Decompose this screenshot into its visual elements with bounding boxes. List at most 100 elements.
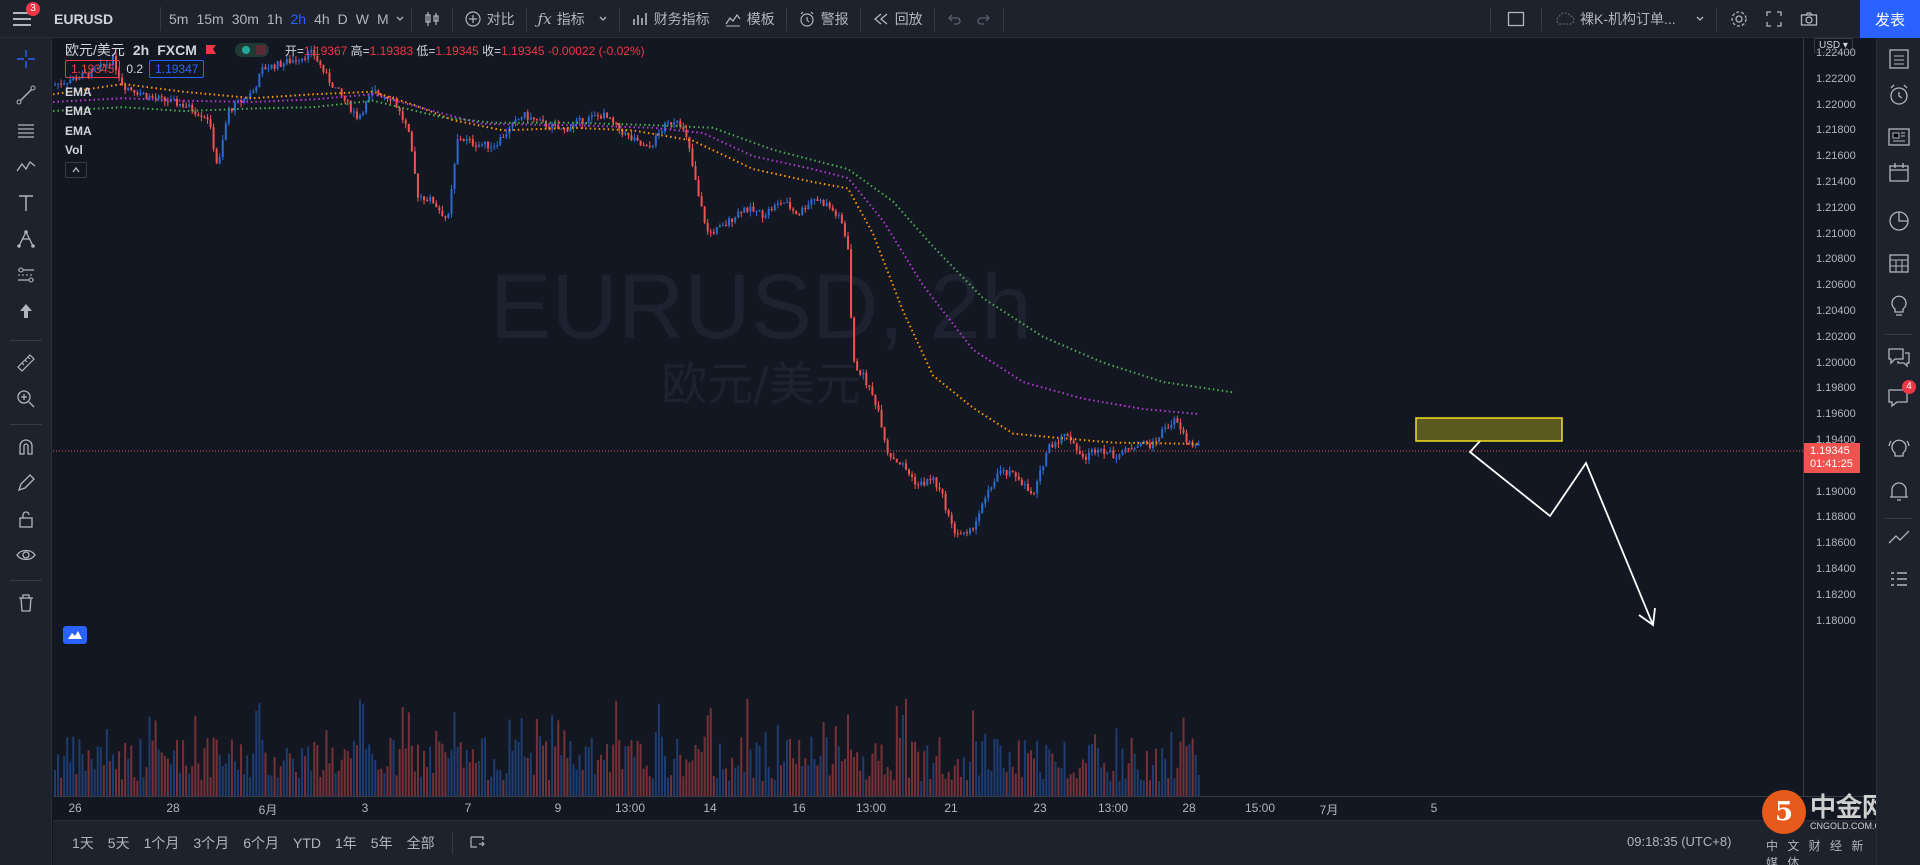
calendar-button[interactable] xyxy=(1886,160,1912,186)
replay-button[interactable]: 回放 xyxy=(865,0,930,38)
remove-drawings-tool[interactable] xyxy=(13,590,39,616)
magnet-tool[interactable] xyxy=(13,434,39,460)
arrow-tool[interactable] xyxy=(13,298,39,324)
lock-drawings-tool[interactable] xyxy=(13,506,39,532)
ema-legend-slow[interactable]: EMA xyxy=(65,124,92,138)
snapshot-button[interactable] xyxy=(1791,0,1827,38)
layout-select-button[interactable] xyxy=(1495,0,1537,38)
ruler-tool[interactable] xyxy=(13,350,39,376)
timeframe-4h[interactable]: 4h xyxy=(314,10,330,27)
range-button[interactable]: 6个月 xyxy=(243,835,279,851)
crosshair-tool[interactable] xyxy=(13,46,39,72)
calculator-button[interactable] xyxy=(1886,250,1912,276)
fib-tool[interactable] xyxy=(13,118,39,144)
range-button[interactable]: 全部 xyxy=(406,835,435,851)
range-button[interactable]: 5天 xyxy=(107,835,130,851)
candle-body xyxy=(596,115,599,117)
chart-pane[interactable]: EURUSD, 2h 欧元/美元 欧元/美元 2h FXCM 开=1.19367… xyxy=(53,38,1803,798)
range-button[interactable]: 1年 xyxy=(334,835,357,851)
flag-icon[interactable] xyxy=(205,44,217,56)
sell-price-button[interactable]: 1.19345 xyxy=(65,60,121,78)
publish-button[interactable]: 发表 xyxy=(1860,0,1920,38)
text-tool[interactable] xyxy=(13,190,39,216)
dom-button[interactable] xyxy=(1886,566,1912,592)
hide-drawings-tool[interactable] xyxy=(13,542,39,568)
range-button[interactable]: 5年 xyxy=(370,835,393,851)
settings-button[interactable] xyxy=(1721,0,1757,38)
market-status-toggle[interactable] xyxy=(234,43,269,57)
streams-button[interactable] xyxy=(1886,436,1912,462)
time-axis[interactable]: 26 28 6月 3 7 9 13:00 14 16 13:00 21 23 13:00 28 15:00 7… xyxy=(53,796,1876,820)
hotlist-button[interactable] xyxy=(1886,208,1912,234)
ema-fast-line[interactable] xyxy=(53,82,1201,445)
save-layout-button[interactable]: 裸K-机构订单... xyxy=(1546,0,1712,38)
measure-levels-tool[interactable] xyxy=(13,262,39,288)
fullscreen-button[interactable] xyxy=(1757,0,1791,38)
drawing-mode-tool[interactable] xyxy=(13,470,39,496)
supply-zone-rectangle[interactable] xyxy=(1415,417,1563,442)
zoom-tool[interactable] xyxy=(13,386,39,412)
goto-date-button[interactable] xyxy=(463,834,491,853)
volume-bar xyxy=(264,752,267,796)
timeframe-1h[interactable]: 1h xyxy=(266,10,283,27)
chart-type-button[interactable] xyxy=(416,0,448,38)
symbol-search[interactable]: EURUSD xyxy=(54,10,114,27)
candle-body xyxy=(60,83,63,85)
undo-button[interactable] xyxy=(939,0,969,38)
range-button[interactable]: 1天 xyxy=(72,835,94,851)
price-tick: 1.19000 xyxy=(1816,485,1856,498)
messages-button[interactable]: 4 xyxy=(1886,380,1916,410)
news-button[interactable] xyxy=(1886,124,1912,150)
compare-button[interactable]: 对比 xyxy=(457,0,522,38)
ema-legend-fast[interactable]: EMA xyxy=(65,85,92,99)
timeframe-W[interactable]: W xyxy=(355,10,369,27)
financials-button[interactable]: 财务指标 xyxy=(624,0,717,38)
alerts-panel-button[interactable] xyxy=(1886,82,1912,108)
timeframe-2h[interactable]: 2h xyxy=(290,10,307,27)
legend-title[interactable]: 欧元/美元 xyxy=(65,42,125,58)
candle-body xyxy=(721,225,724,227)
clock-display[interactable]: 09:18:35 (UTC+8) xyxy=(1627,834,1732,849)
data-provider-logo[interactable] xyxy=(63,626,87,644)
ema-legend-mid[interactable]: EMA xyxy=(65,104,92,118)
forecast-path[interactable] xyxy=(1468,440,1654,626)
price-chart[interactable]: EURUSD, 2h 欧元/美元 xyxy=(53,38,1803,798)
trend-line-icon xyxy=(16,85,36,105)
redo-icon xyxy=(977,14,990,25)
timeframe-5m[interactable]: 5m xyxy=(169,10,189,27)
range-button[interactable]: YTD xyxy=(292,835,321,851)
volume-legend[interactable]: Vol xyxy=(65,143,83,157)
pattern-tool[interactable] xyxy=(13,154,39,180)
range-button[interactable]: 1个月 xyxy=(143,835,180,851)
notifications-button[interactable] xyxy=(1886,478,1912,504)
alert-button[interactable]: 警报 xyxy=(791,0,856,38)
candle-body xyxy=(603,112,605,119)
order-panel-button[interactable] xyxy=(1886,526,1912,552)
ideas-button[interactable] xyxy=(1886,292,1912,318)
indicators-button[interactable]: ƒx 指标 xyxy=(531,0,615,38)
trend-line-tool[interactable] xyxy=(13,82,39,108)
volume-bar xyxy=(215,739,218,796)
ema-mid-line[interactable] xyxy=(53,93,1201,416)
time-tick: 28 xyxy=(1182,801,1196,815)
redo-button[interactable] xyxy=(969,0,999,38)
collapse-legend-button[interactable] xyxy=(65,162,87,178)
candle-body xyxy=(904,463,907,470)
price-axis[interactable]: USD ▾ 1.22400 1.22200 1.22000 1.21800 1.2160… xyxy=(1803,38,1876,798)
timeframe-M[interactable]: M xyxy=(377,10,389,27)
main-menu-button[interactable]: 3 xyxy=(0,0,44,38)
buy-price-button[interactable]: 1.19347 xyxy=(149,60,205,78)
candle-body xyxy=(157,96,160,99)
currency-select[interactable]: USD ▾ xyxy=(1814,38,1853,53)
timeframe-15m[interactable]: 15m xyxy=(196,10,224,27)
watchlist-button[interactable] xyxy=(1886,46,1912,72)
timeframe-30m[interactable]: 30m xyxy=(231,10,259,27)
timeframe-dropdown[interactable] xyxy=(393,0,407,38)
prediction-tool[interactable] xyxy=(13,226,39,252)
chats-button[interactable] xyxy=(1886,344,1912,370)
volume-bar xyxy=(371,754,374,796)
candle-body xyxy=(102,63,105,65)
timeframe-D[interactable]: D xyxy=(337,10,348,27)
range-button[interactable]: 3个月 xyxy=(193,835,230,851)
templates-button[interactable]: 模板 xyxy=(717,0,782,38)
